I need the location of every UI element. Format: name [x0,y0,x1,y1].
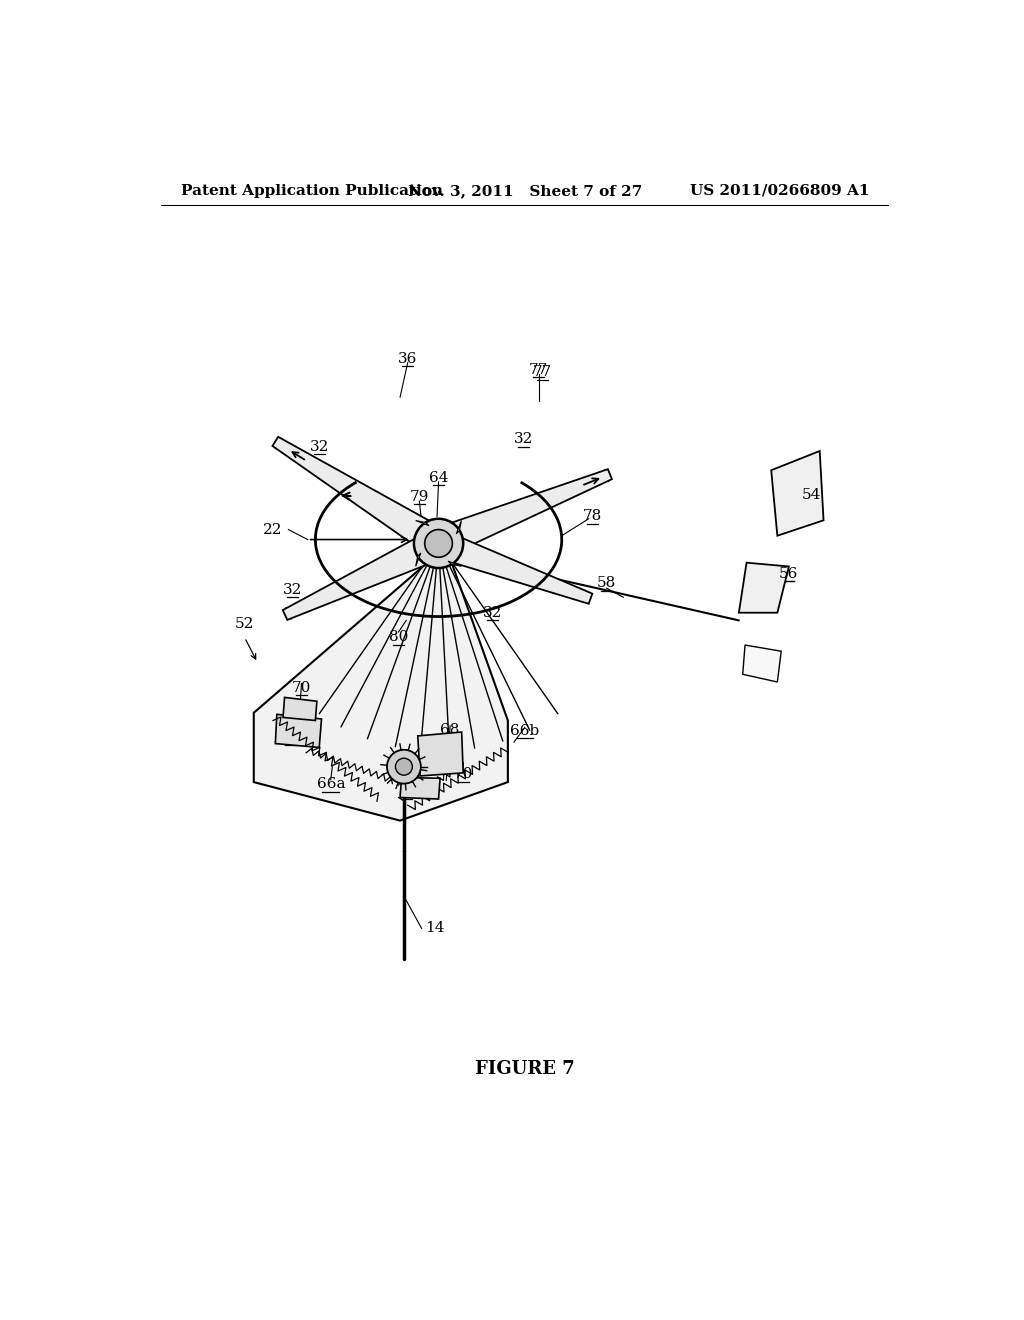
Text: 76: 76 [396,784,416,799]
Text: 32: 32 [482,606,502,619]
Text: 56: 56 [778,568,798,581]
Polygon shape [272,437,434,549]
Polygon shape [449,561,462,566]
Polygon shape [446,536,592,603]
Text: 66a: 66a [316,777,345,792]
Text: 77: 77 [532,366,552,379]
Circle shape [425,529,453,557]
Text: 70: 70 [292,681,311,696]
Text: Patent Application Publication: Patent Application Publication [180,183,442,198]
Text: 77: 77 [529,363,548,378]
Polygon shape [275,714,322,747]
Text: 72: 72 [421,737,440,751]
Text: 64: 64 [429,471,449,484]
Polygon shape [400,777,440,799]
Circle shape [395,758,413,775]
Text: 32: 32 [309,440,329,454]
Text: 78: 78 [583,510,602,524]
Polygon shape [739,562,788,612]
Text: 32: 32 [283,582,302,597]
Circle shape [414,519,463,568]
Text: 58: 58 [597,577,616,590]
Polygon shape [445,469,612,552]
Polygon shape [254,565,508,821]
Text: FIGURE 7: FIGURE 7 [475,1060,574,1077]
Text: 22: 22 [263,523,283,536]
Polygon shape [457,520,462,533]
Polygon shape [283,697,316,721]
Polygon shape [416,520,429,525]
Polygon shape [416,553,421,566]
Text: 32: 32 [514,433,532,446]
Text: 68: 68 [440,723,460,737]
Text: 54: 54 [802,488,821,502]
Polygon shape [283,536,432,620]
Text: 68: 68 [281,730,300,744]
Polygon shape [418,733,463,776]
Polygon shape [771,451,823,536]
Polygon shape [742,645,781,682]
Text: 52: 52 [234,618,254,631]
Text: 36: 36 [398,351,418,366]
Text: Nov. 3, 2011   Sheet 7 of 27: Nov. 3, 2011 Sheet 7 of 27 [408,183,642,198]
Text: 80: 80 [389,631,409,644]
Circle shape [387,750,421,784]
Text: 14: 14 [425,921,444,936]
Text: 79: 79 [410,490,429,504]
Text: 66b: 66b [510,725,540,738]
Text: 70: 70 [454,767,473,781]
Text: US 2011/0266809 A1: US 2011/0266809 A1 [690,183,869,198]
